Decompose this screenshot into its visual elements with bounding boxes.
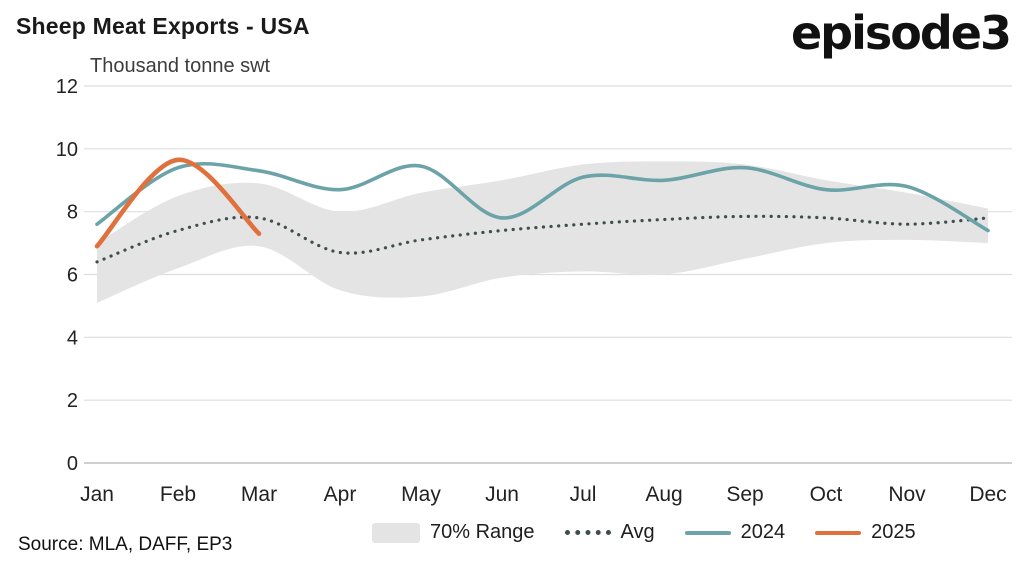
legend-item-2025: 2025: [815, 521, 916, 544]
legend-label-2024: 2024: [740, 521, 786, 543]
legend-label-2025: 2025: [871, 521, 916, 543]
svg-text:2: 2: [67, 390, 78, 412]
svg-text:Apr: Apr: [324, 483, 357, 506]
episode3-logo: episode3: [790, 6, 1012, 60]
svg-text:6: 6: [67, 265, 78, 287]
svg-text:Jul: Jul: [570, 483, 597, 506]
svg-text:Dec: Dec: [969, 483, 1006, 506]
svg-text:Feb: Feb: [160, 483, 196, 506]
svg-text:Jun: Jun: [485, 483, 519, 506]
svg-text:10: 10: [56, 139, 78, 161]
range-swatch-icon: [372, 522, 420, 543]
svg-text:Aug: Aug: [645, 483, 682, 506]
svg-text:12: 12: [56, 76, 78, 98]
legend-item-2024: 2024: [684, 521, 786, 544]
svg-text:Nov: Nov: [888, 483, 926, 506]
legend-item-avg: Avg: [564, 521, 655, 544]
line-2025-swatch-icon: [815, 530, 862, 535]
svg-text:Mar: Mar: [241, 483, 277, 506]
svg-text:May: May: [401, 483, 441, 506]
svg-text:4: 4: [67, 327, 78, 349]
legend-label-range: 70% Range: [430, 521, 535, 543]
svg-text:Jan: Jan: [80, 483, 114, 506]
svg-text:Oct: Oct: [810, 483, 843, 506]
svg-text:0: 0: [67, 453, 78, 475]
legend-item-range: 70% Range: [372, 521, 535, 544]
page-title: Sheep Meat Exports - USA: [16, 13, 310, 39]
chart-legend: 70% Range Avg 2024 2025: [372, 521, 916, 544]
legend-label-avg: Avg: [620, 521, 655, 543]
source-note: Source: MLA, DAFF, EP3: [18, 534, 233, 555]
svg-text:Sep: Sep: [726, 483, 763, 506]
svg-text:8: 8: [67, 202, 78, 224]
axis-units-label: Thousand tonne swt: [90, 55, 271, 77]
avg-swatch-icon: [564, 530, 611, 535]
line-2024-swatch-icon: [684, 530, 731, 535]
